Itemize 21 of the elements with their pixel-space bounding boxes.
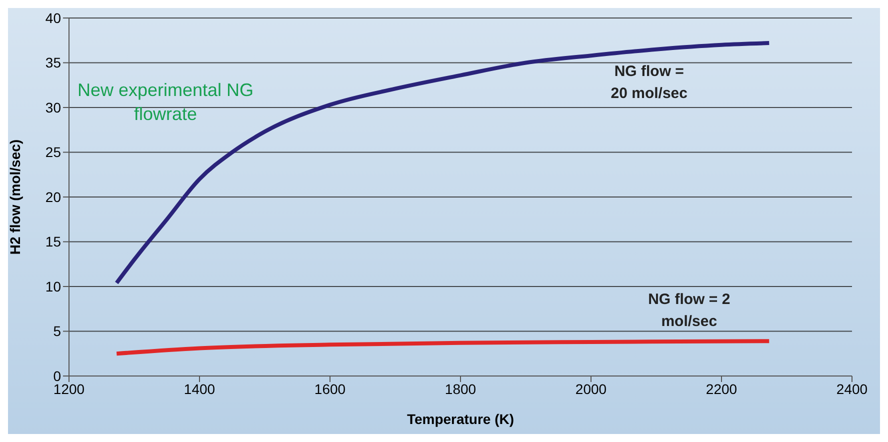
series-label: NG flow = 2 mol/sec — [647, 290, 732, 332]
y-tick-label: 40 — [45, 10, 62, 26]
x-axis-title: Temperature (K) — [406, 411, 514, 427]
y-tick-label: 5 — [53, 323, 62, 340]
y-tick-label: 15 — [45, 234, 62, 250]
series-label: NG flow = 20 mol/sec — [610, 62, 688, 104]
y-tick-label: 30 — [45, 99, 62, 116]
x-tick-label: 1800 — [444, 380, 476, 397]
x-tick-label: 1600 — [314, 380, 346, 397]
annotation: New experimental NG flowrate — [76, 78, 255, 126]
x-tick-label: 2000 — [575, 380, 607, 397]
x-tick-label: 2200 — [706, 380, 738, 397]
y-tick-label: 10 — [45, 278, 62, 294]
line-series — [114, 339, 772, 356]
y-tick-label: 25 — [45, 144, 62, 160]
y-axis-title: H2 flow (mol/sec) — [6, 139, 23, 255]
line-series — [114, 41, 772, 285]
x-tick-label: 2400 — [836, 380, 868, 397]
y-tick-label: 35 — [45, 54, 62, 71]
y-tick-label: 20 — [45, 188, 62, 205]
x-tick-label: 1400 — [184, 380, 216, 397]
